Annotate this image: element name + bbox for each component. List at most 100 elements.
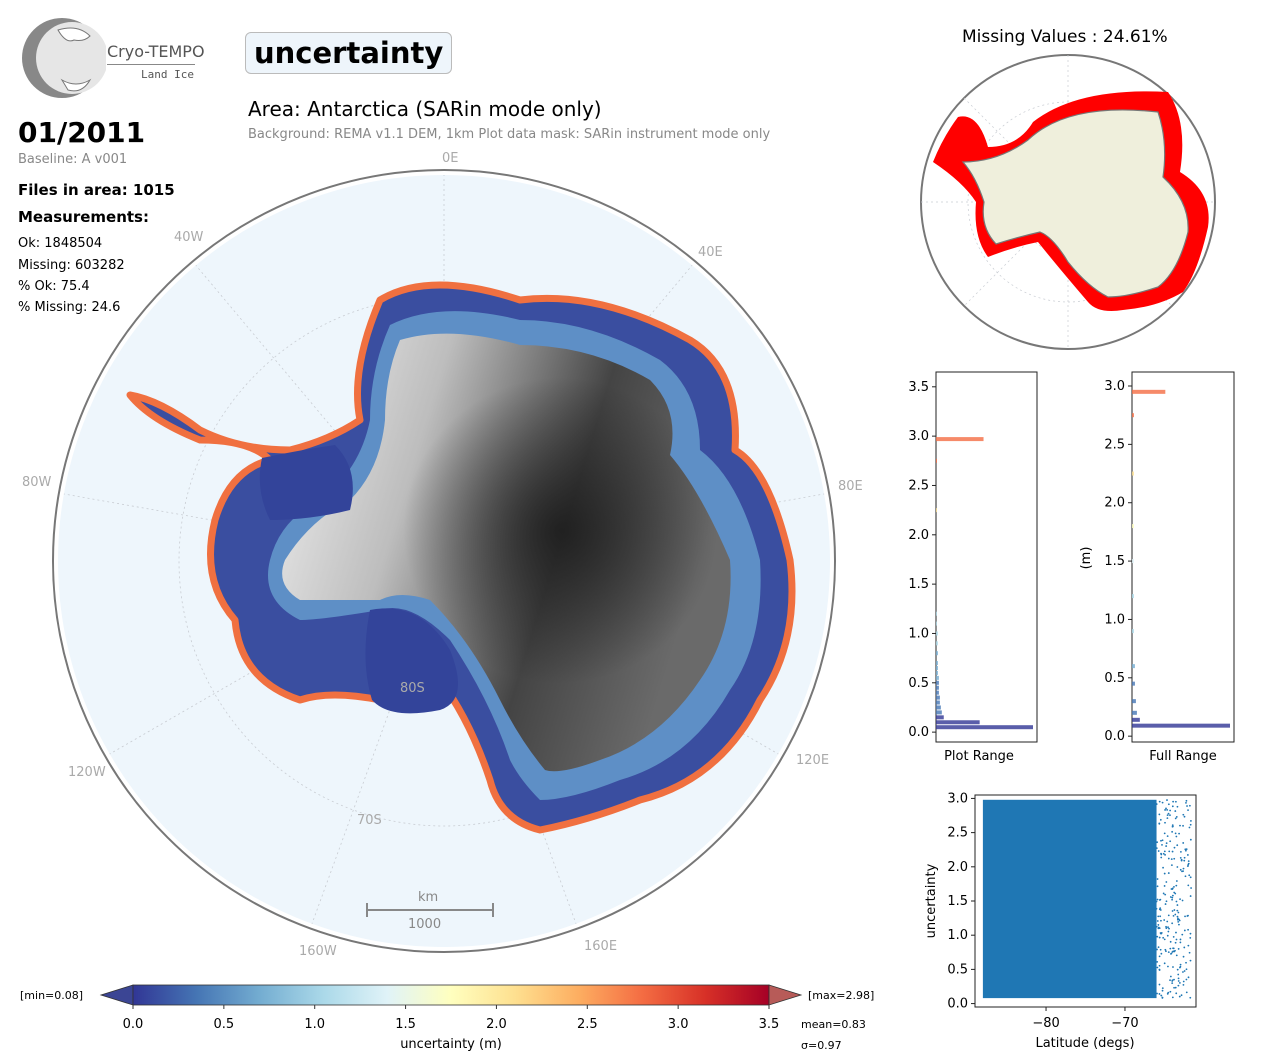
colorbar-min-label: [min=0.08] [20, 989, 83, 1002]
scatter-point [1188, 804, 1191, 807]
scatter-point [1176, 909, 1179, 912]
scatter-point [1156, 960, 1159, 963]
histogram-bar [1132, 664, 1135, 669]
scatter-point [1186, 854, 1189, 856]
colorbar-tick-label: 3.0 [668, 1017, 689, 1032]
scatter-point [1178, 832, 1180, 835]
meridian-line [443, 560, 577, 924]
latitude-scatter: 0.0 0.5 1.0 1.5 2.0 2.5 3.0 −80 −70 Latitude (de… [924, 791, 1197, 1051]
histogram-bar [1132, 471, 1134, 476]
inset-title: Missing Values : 24.61% [962, 27, 1168, 47]
scatter-point [1171, 898, 1174, 901]
histogram-bar [936, 700, 940, 705]
scatter-point [1156, 948, 1158, 951]
scale-unit: km [418, 890, 438, 905]
scatter-point [1166, 814, 1169, 817]
scatter-point [1177, 948, 1180, 950]
scatter-point [1175, 816, 1178, 818]
full-range-ylabel: (m) [1079, 547, 1094, 570]
scatter-point [1158, 813, 1161, 816]
scatter-point [1166, 809, 1169, 811]
scatter-point [1171, 888, 1174, 891]
scatter-point [1172, 800, 1175, 803]
scatter-point [1179, 868, 1182, 871]
scatter-point [1178, 982, 1181, 984]
scatter-point [1177, 977, 1180, 980]
scatter-point [1179, 938, 1182, 941]
histogram-bar [936, 685, 939, 690]
scatter-point [1189, 895, 1192, 897]
scatter-point [1171, 850, 1174, 853]
meridian-line [195, 265, 445, 562]
scatter-point [1176, 915, 1179, 918]
scatter-point [1179, 898, 1181, 901]
scatter-point [1163, 962, 1166, 965]
colorbar-sigma-label: σ=0.97 [801, 1039, 842, 1052]
scatter-point [1160, 856, 1163, 859]
scatter-point [1165, 807, 1167, 810]
scatter-point [1160, 952, 1163, 955]
scatter-point [1187, 809, 1189, 812]
scatter-point [1157, 927, 1160, 930]
plot-range-xlabel: Plot Range [944, 749, 1014, 764]
meridian-line [311, 560, 445, 924]
colorbar-tick-label: 1.0 [304, 1017, 325, 1032]
scatter-point [1174, 832, 1177, 835]
scatter-point [1161, 987, 1164, 990]
scatter-point [1158, 822, 1161, 825]
scatter-point [1185, 799, 1188, 802]
scatter-point [1167, 812, 1170, 815]
scatter-point [1182, 971, 1184, 973]
scatter-point [1156, 885, 1159, 888]
scatter-point [1162, 852, 1165, 855]
y-tick-label: 0.5 [908, 676, 929, 691]
y-tick-label: 2.0 [1104, 496, 1125, 511]
scatter-point [1163, 919, 1166, 921]
scatter-point [1164, 853, 1166, 856]
scatter-point [1173, 909, 1176, 911]
measurements-heading: Measurements: [18, 208, 149, 226]
meridian-line [443, 265, 693, 562]
cryo-tempo-logo [22, 18, 106, 98]
scatter-point [1169, 809, 1172, 812]
scatter-point [1186, 805, 1188, 807]
scatter-point [1155, 803, 1158, 805]
scatter-point [1157, 924, 1160, 926]
scatter-point [1171, 896, 1174, 899]
scatter-point [1187, 928, 1189, 931]
scatter-point [1171, 922, 1174, 925]
y-tick-label: 0.0 [1104, 729, 1125, 744]
scatter-point [1159, 915, 1162, 918]
scatter-point [1164, 809, 1166, 811]
histogram-bar [936, 437, 984, 442]
scatter-point [1183, 946, 1186, 949]
scatter-point [1185, 968, 1188, 971]
scatter-point [1179, 963, 1182, 966]
lat-label-80s: 80S [400, 681, 425, 696]
histogram-bar [1132, 723, 1230, 728]
scatter-point [1172, 950, 1175, 953]
histogram-bar [1132, 629, 1134, 634]
scatter-point [1177, 921, 1180, 923]
scatter-point [1167, 872, 1170, 874]
date-label: 01/2011 [18, 116, 146, 149]
scatter-point [1167, 991, 1170, 994]
scatter-point [1163, 850, 1166, 853]
scatter-point [1187, 884, 1190, 887]
histogram-bar [1132, 681, 1135, 686]
logo-divider [107, 64, 195, 65]
histogram-bar [936, 680, 939, 685]
scatter-point [1158, 955, 1161, 958]
scatter-point [1173, 846, 1176, 849]
rema-dem-shade [282, 333, 731, 772]
y-tick-label: 1.5 [1104, 554, 1125, 569]
y-tick-label: 0.5 [1104, 671, 1125, 686]
lon-label-160e: 160E [584, 939, 617, 954]
scatter-point [1156, 898, 1159, 901]
scatter-point [1164, 948, 1167, 951]
inset-land [961, 109, 1189, 298]
scatter-point [1186, 915, 1189, 917]
scatter-point [1166, 799, 1168, 801]
scatter-point [1184, 915, 1186, 918]
full-range-histogram: 0.0 0.5 1.0 1.5 2.0 2.5 3.0 Full Range (m) [1079, 371, 1235, 764]
